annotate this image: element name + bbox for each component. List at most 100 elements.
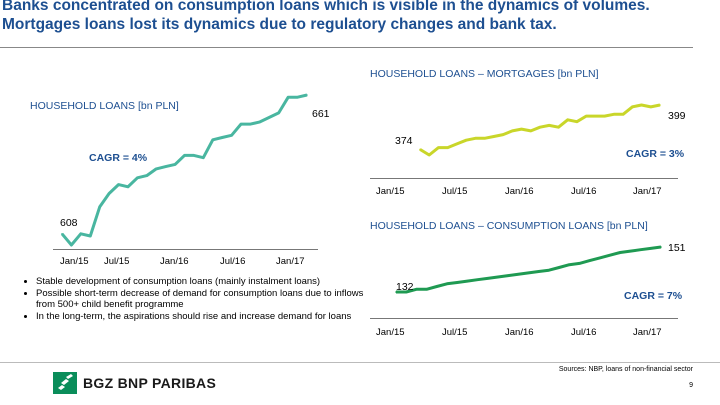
- data-point-mortgages: [419, 148, 421, 151]
- chart-consumption-start-label: 132: [396, 281, 414, 293]
- data-point-consumption: [527, 272, 530, 274]
- chart-total-tick: Jul/16: [220, 256, 246, 267]
- chart-consumption-tick: Jan/16: [505, 327, 534, 338]
- data-point-total: [249, 123, 252, 125]
- chart-mortgages-tick: Jan/15: [376, 186, 405, 197]
- chart-total-title: HOUSEHOLD LOANS [bn PLN]: [30, 100, 179, 112]
- data-point-consumption: [466, 280, 469, 282]
- data-point-mortgages: [650, 106, 652, 108]
- data-point-mortgages: [474, 137, 477, 140]
- data-point-mortgages: [613, 113, 615, 116]
- chart-consumption-tick: Jan/17: [633, 327, 662, 338]
- data-point-total: [277, 112, 280, 114]
- chart-total-tick: Jul/15: [104, 256, 130, 267]
- chart-consumption: [395, 245, 662, 294]
- chart-total-cagr: CAGR = 4%: [89, 152, 148, 164]
- sources-note: Sources: NBP, loans of non-financial sec…: [558, 366, 693, 373]
- data-point-mortgages: [446, 146, 449, 149]
- commentary-item: In the long-term, the aspirations should…: [36, 311, 366, 323]
- brand-name: BGZ BNP PARIBAS: [83, 375, 217, 391]
- data-point-mortgages: [640, 104, 643, 106]
- series-line-consumption: [396, 245, 662, 294]
- chart-mortgages-tick: Jul/15: [442, 186, 468, 197]
- chart-consumption-cagr: CAGR = 7%: [624, 290, 683, 302]
- chart-mortgages-tick: Jan/17: [633, 186, 662, 197]
- data-point-mortgages: [566, 119, 569, 121]
- data-point-total: [193, 154, 195, 157]
- data-point-mortgages: [502, 133, 504, 136]
- chart-consumption-end-label: 151: [668, 242, 686, 254]
- data-point-total: [164, 165, 167, 168]
- data-point-consumption: [395, 291, 397, 293]
- data-point-mortgages: [530, 130, 532, 132]
- data-point-consumption: [548, 269, 550, 271]
- data-point-total: [127, 186, 129, 188]
- data-point-total: [89, 235, 92, 237]
- commentary-item: Stable development of consumption loans …: [36, 276, 366, 288]
- data-point-total: [80, 233, 82, 235]
- data-point-mortgages: [511, 130, 514, 132]
- chart-consumption-tick: Jul/15: [442, 327, 468, 338]
- chart-total-end-label: 661: [312, 108, 330, 120]
- data-point-consumption: [486, 277, 489, 280]
- data-point-consumption: [619, 251, 621, 254]
- data-point-mortgages: [520, 128, 523, 130]
- data-point-total: [108, 192, 110, 195]
- data-point-mortgages: [465, 139, 467, 141]
- chart-total-tick: Jan/17: [276, 256, 305, 267]
- data-point-mortgages: [483, 137, 486, 140]
- data-point-total: [259, 121, 261, 123]
- data-point-consumption: [507, 274, 509, 277]
- data-point-total: [70, 244, 73, 246]
- footer-divider: [0, 362, 720, 363]
- chart-mortgages-cagr: CAGR = 3%: [626, 148, 685, 160]
- data-point-mortgages: [428, 154, 430, 156]
- chart-mortgages-axis: [370, 178, 678, 179]
- chart-mortgages-tick: Jul/16: [571, 186, 597, 197]
- data-point-mortgages: [585, 115, 587, 117]
- data-point-total: [306, 94, 308, 96]
- chart-mortgages: [419, 103, 661, 157]
- data-point-consumption: [405, 291, 407, 293]
- commentary-list: Stable development of consumption loans …: [26, 276, 366, 322]
- chart-total: [60, 93, 308, 247]
- chart-mortgages-end-label: 399: [668, 110, 686, 122]
- data-point-mortgages: [557, 126, 560, 128]
- data-point-consumption: [436, 285, 438, 288]
- chart-total-axis: [53, 249, 318, 250]
- data-point-mortgages: [659, 104, 661, 106]
- brand-logo: BGZ BNP PARIBAS: [53, 372, 216, 394]
- data-point-mortgages: [456, 143, 458, 145]
- commentary-item: Possible short-term decrease of demand f…: [36, 288, 366, 311]
- data-point-consumption: [456, 281, 458, 284]
- data-point-mortgages: [631, 106, 634, 108]
- chart-consumption-title: HOUSEHOLD LOANS – CONSUMPTION LOANS [bn …: [370, 220, 648, 232]
- chart-total-start-label: 608: [60, 217, 78, 229]
- data-point-consumption: [517, 273, 520, 276]
- chart-mortgages-start-label: 374: [395, 135, 413, 147]
- chart-mortgages-title: HOUSEHOLD LOANS – MORTGAGES [bn PLN]: [370, 68, 599, 80]
- data-point-total: [240, 123, 242, 125]
- data-point-total: [296, 96, 299, 98]
- data-point-consumption: [609, 254, 611, 256]
- data-point-consumption: [588, 259, 591, 262]
- data-point-total: [202, 156, 205, 159]
- chart-total-tick: Jan/15: [60, 256, 89, 267]
- data-point-total: [212, 139, 214, 141]
- data-point-total: [221, 136, 223, 139]
- data-point-total: [136, 177, 139, 179]
- chart-mortgages-tick: Jan/16: [505, 186, 534, 197]
- data-point-consumption: [415, 288, 418, 291]
- bnp-star-icon: [53, 372, 77, 394]
- chart-consumption-tick: Jul/16: [571, 327, 597, 338]
- data-point-total: [117, 183, 120, 186]
- data-point-total: [183, 154, 186, 157]
- slide-title: Banks concentrated on consumption loans …: [2, 0, 650, 33]
- data-point-consumption: [599, 257, 601, 259]
- data-point-total: [155, 168, 157, 170]
- data-point-consumption: [650, 247, 652, 250]
- data-point-consumption: [568, 263, 571, 266]
- chart-total-tick: Jan/16: [160, 256, 189, 267]
- data-point-mortgages: [493, 135, 495, 138]
- data-point-consumption: [476, 278, 479, 281]
